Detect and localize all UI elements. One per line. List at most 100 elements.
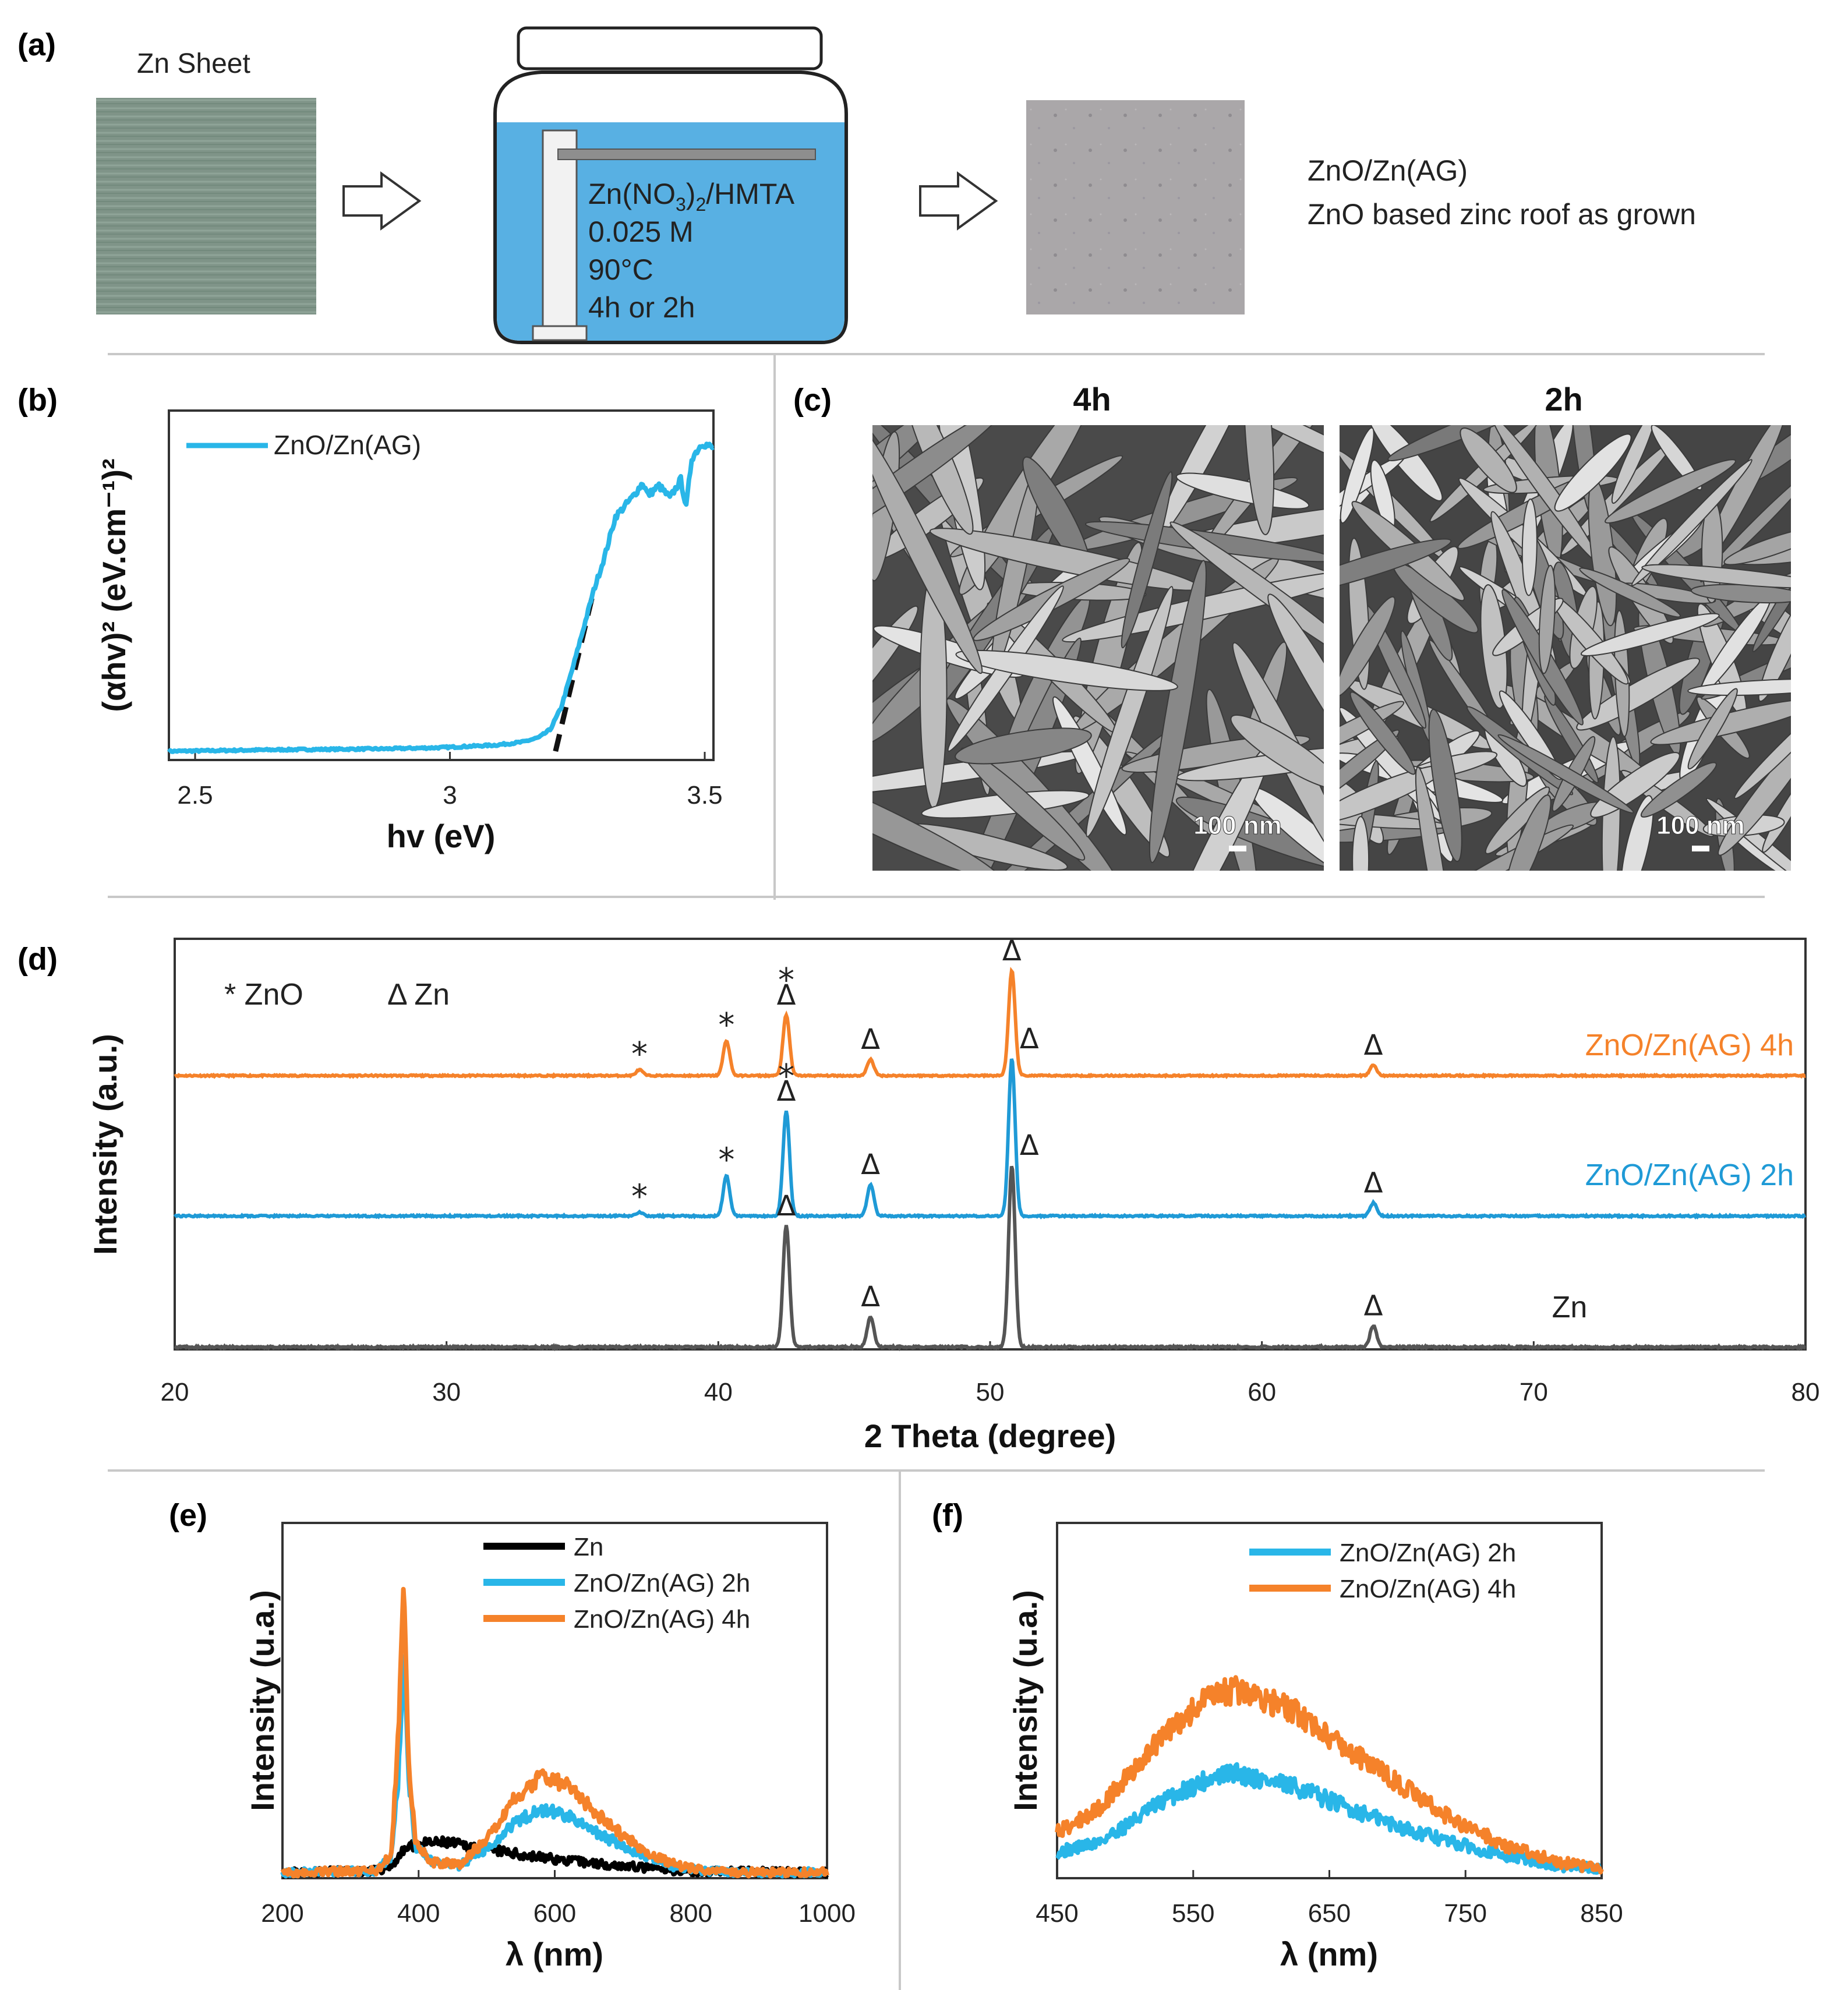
sem-title-2h: 2h [1545, 381, 1582, 418]
zno-peak-marker: * [631, 1035, 648, 1073]
x-tick-label: 50 [976, 1378, 1005, 1406]
nanorod [1230, 714, 1324, 790]
nanorod [872, 425, 1005, 542]
nanorod [1243, 425, 1274, 536]
plot-b-series-zno-zn-ag [167, 441, 715, 754]
x-tick-label: 80 [1792, 1378, 1820, 1406]
panel-d: (d) 20 30 40 50 60 70 80 2 Theta (degree) Inte… [17, 935, 1819, 1454]
x-tick-label: 3.5 [687, 781, 722, 810]
nanorod [1415, 766, 1450, 871]
zno-peak-marker: * [718, 1006, 734, 1044]
panel-a: (a) Zn Sheet Zn(NO3)2/HMTA 0.025 M 90°C … [17, 26, 1696, 344]
x-tick-label: 70 [1520, 1378, 1548, 1406]
nanorod [1121, 471, 1173, 649]
zn-peak-marker: Δ [777, 1190, 796, 1222]
zn-peak-marker: Δ [861, 1281, 880, 1313]
panel-a-label: (a) [17, 27, 56, 62]
beaker-concentration: 0.025 M [588, 215, 694, 248]
nanorod [1062, 570, 1324, 643]
nanorod [1485, 786, 1550, 854]
nanorod [1687, 688, 1738, 770]
zn-peak-marker: Δ [1364, 1290, 1383, 1323]
arrow-right-icon [342, 171, 422, 231]
nanorod [872, 425, 983, 674]
nanorod [1554, 433, 1632, 512]
panel-separators [108, 353, 1765, 1990]
nanorod [1538, 564, 1556, 674]
x-tick-label: 850 [1580, 1899, 1623, 1928]
nanorod [1340, 729, 1400, 807]
nanorod [1723, 526, 1791, 565]
nanorod [1521, 498, 1538, 596]
plot-b-legend-label: ZnO/Zn(AG) [274, 430, 421, 460]
nanorod [1580, 613, 1720, 656]
nanorod [1349, 691, 1416, 775]
plot-d-legend-zno: * ZnO [224, 978, 303, 1012]
x-tick-label: 40 [704, 1378, 733, 1406]
plot-b-frame [168, 409, 715, 761]
plot-d-ylabel: Intensity (a.u.) [87, 1034, 123, 1255]
zn-peak-marker: Δ [777, 1075, 796, 1108]
x-tick-label: 1000 [798, 1899, 856, 1928]
sem-scalebar-4h [1229, 846, 1246, 851]
plot-b-ylabel: (αhv)² (eV.cm⁻¹)² [96, 458, 132, 712]
legend-label: Zn [574, 1533, 603, 1561]
legend-label: ZnO/Zn(AG) 2h [1340, 1539, 1516, 1567]
zn-peak-marker: Δ [1020, 1023, 1039, 1055]
nanorod [1605, 459, 1736, 524]
plot-e-ylabel: Intensity (u.a.) [244, 1590, 281, 1811]
plot-e-series-4h [280, 1586, 829, 1879]
plot-f-xlabel: λ (nm) [1280, 1936, 1378, 1973]
nanorod [1631, 459, 1752, 586]
legend-label: ZnO/Zn(AG) 4h [574, 1605, 750, 1634]
nanorod [1340, 427, 1374, 524]
plot-d-legend-zn: Δ Zn [387, 978, 450, 1012]
panel-f: (f) 450 550 650 750 850 λ (nm) Intensity (u.… [932, 1498, 1623, 1973]
x-tick-label: 2.5 [177, 781, 213, 810]
nanorod [1718, 722, 1791, 856]
beaker-temperature: 90°C [588, 253, 653, 286]
plot-e-legend: Zn ZnO/Zn(AG) 2h ZnO/Zn(AG) 4h [483, 1533, 750, 1634]
plot-f-frame [1056, 1522, 1603, 1879]
plot-f-series-2h [1055, 1762, 1604, 1875]
nanorod [1504, 794, 1552, 871]
product-label-line2: ZnO based zinc roof as grown [1308, 198, 1696, 231]
panel-f-label: (f) [932, 1498, 963, 1533]
x-tick-label: 550 [1172, 1899, 1214, 1928]
nanorod [1497, 734, 1634, 814]
x-tick-label: 3 [443, 781, 457, 810]
nanorod [1460, 427, 1517, 493]
x-tick-label: 200 [261, 1899, 303, 1928]
x-tick-label: 450 [1036, 1899, 1078, 1928]
nanorod [1762, 772, 1791, 853]
x-tick-label: 800 [670, 1899, 712, 1928]
nanorod [1699, 468, 1791, 582]
beaker-icon [493, 26, 848, 344]
nanorod [1758, 592, 1791, 702]
nanorod [1086, 586, 1174, 837]
plot-d-series-4h [174, 967, 1806, 1080]
x-tick-label: 20 [161, 1378, 189, 1406]
beaker-time: 4h or 2h [588, 291, 695, 324]
plot-f-ylabel: Intensity (u.a.) [1007, 1590, 1044, 1811]
nanorod [1428, 709, 1462, 863]
nanorod [1352, 816, 1370, 871]
zno-peak-marker: * [778, 962, 794, 999]
arrow-right-icon [919, 171, 998, 231]
x-tick-label: 60 [1248, 1378, 1276, 1406]
sem-scalebar-2h [1692, 846, 1709, 851]
nanorod [1576, 658, 1700, 731]
zno-sheet-image [1026, 100, 1245, 314]
plot-f-legend: ZnO/Zn(AG) 2h ZnO/Zn(AG) 4h [1249, 1539, 1516, 1603]
sem-scalebar-label-4h: 100 nm [1193, 811, 1282, 840]
zn-peak-marker: Δ [861, 1023, 880, 1056]
panel-e: (e) 200 400 600 800 1000 λ (nm) Intensity (u… [169, 1498, 856, 1973]
x-tick-label: 30 [432, 1378, 461, 1406]
beaker-solution-label: Zn(NO3)2/HMTA [588, 178, 795, 215]
legend-label: ZnO/Zn(AG) 4h [1340, 1575, 1516, 1603]
plot-e-xlabel: λ (nm) [506, 1936, 603, 1973]
panel-e-label: (e) [169, 1498, 207, 1533]
plot-d-xticks: 20 30 40 50 60 70 80 [161, 1341, 1820, 1406]
nanorod [1267, 593, 1324, 776]
